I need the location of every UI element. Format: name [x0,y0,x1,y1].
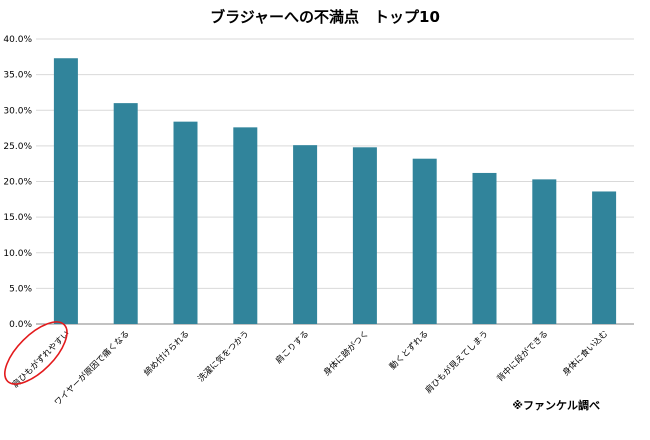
y-tick-label: 25.0% [3,142,32,152]
source-note: ※ファンケル調べ [512,398,600,412]
y-tick-label: 30.0% [3,106,32,116]
bar [592,191,617,324]
y-tick-label: 0.0% [9,320,32,330]
chart-title: ブラジャーへの不満点 トップ10 [210,8,440,26]
bar [532,179,557,324]
bar [113,103,138,324]
y-tick-label: 5.0% [9,284,32,294]
bar [173,121,198,325]
x-category-label: 動くとずれる [387,328,431,372]
y-axis-tick-labels: 0.0% 5.0% 10.0% 15.0% 20.0% 25.0% 30.0% 35.0% 40… [3,35,32,330]
y-tick-label: 20.0% [3,178,32,188]
x-category-label: 身体に跡がつく [321,328,371,378]
y-tick-label: 15.0% [3,213,32,223]
x-category-label: 締め付けられる [142,328,192,378]
bar [352,147,377,324]
bar [53,58,78,325]
y-tick-label: 35.0% [3,71,32,81]
x-category-label: 肩こりする [273,328,311,366]
x-category-label: 肩ひもがずれやすい [10,328,72,390]
x-category-label: 洗濯に気をつかう [196,328,252,384]
bar [412,158,437,324]
x-category-label: 身体に食い込む [560,328,610,378]
bar [233,127,258,324]
y-tick-label: 40.0% [3,35,32,45]
x-category-label: 背中に段ができる [495,328,551,384]
bar [293,145,318,324]
highlight-circle [4,321,68,385]
bar [472,172,497,324]
bars [53,58,617,325]
x-category-label: 肩ひもが見えてしまう [423,328,491,396]
y-tick-label: 10.0% [3,249,32,259]
